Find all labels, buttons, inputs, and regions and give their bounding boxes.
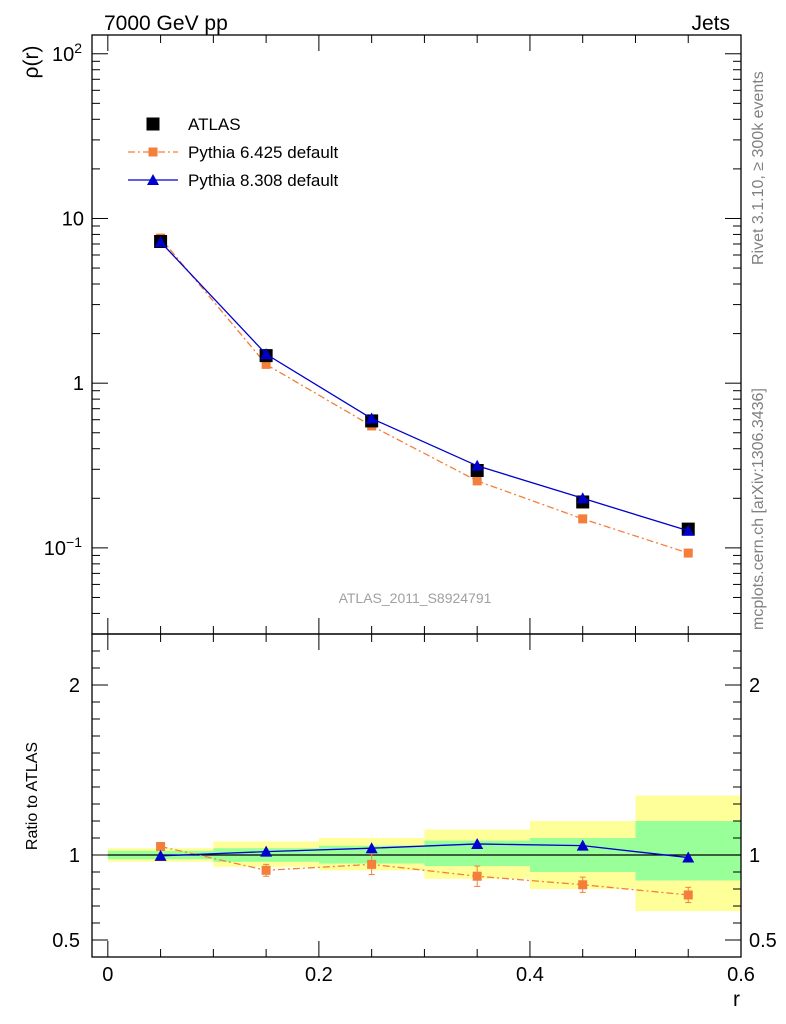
data-point-pythia6: [261, 865, 271, 875]
ratio-y-axis-label: Ratio to ATLAS: [24, 742, 41, 850]
y-tick-label: 102: [52, 40, 82, 66]
header-right: Jets: [691, 12, 730, 35]
ratio-line-pythia8: [160, 843, 689, 859]
x-tick-label: 0: [102, 964, 113, 986]
ratio-y-tick-label: 1: [69, 845, 80, 867]
data-point-pythia6: [367, 859, 377, 869]
y-tick-label: 10−1: [44, 534, 82, 560]
data-point-pythia8: [260, 845, 273, 857]
x-axis-label: r: [733, 988, 740, 1011]
ratio-line-pythia6: [160, 845, 689, 896]
data-point-pythia8: [365, 842, 378, 854]
watermark: ATLAS_2011_S8924791: [339, 590, 492, 606]
x-tick-label: 0.2: [305, 964, 333, 986]
tick-base: 10: [44, 538, 66, 560]
data-point-pythia8: [260, 348, 273, 360]
data-point-pythia6: [578, 880, 588, 890]
legend-label: Pythia 8.308 default: [188, 171, 339, 190]
ratio-y-tick-label-right: 1: [749, 845, 760, 867]
rivet-label: Rivet 3.1.10, ≥ 300k events: [750, 71, 767, 265]
data-point-pythia8: [154, 235, 167, 247]
tick-exponent: 2: [74, 40, 82, 56]
data-point-pythia6: [261, 359, 271, 369]
ratio-y-tick-label-right: 0.5: [749, 930, 777, 952]
tick-exponent: −1: [66, 534, 82, 550]
data-point-pythia6: [148, 147, 158, 157]
mcplots-label: mcplots.cern.ch [arXiv:1306.3436]: [750, 388, 767, 630]
data-point-pythia8: [147, 174, 159, 185]
data-point-pythia8: [682, 851, 695, 863]
ratio-frame: [91, 633, 742, 958]
uncertainty-band-green: [635, 821, 741, 881]
data-point-pythia6: [683, 890, 693, 900]
ratio-y-tick-label: 2: [69, 675, 80, 697]
data-point-pythia6: [472, 476, 482, 486]
data-point-pythia8: [154, 849, 167, 861]
ratio-y-tick-label-right: 2: [749, 675, 760, 697]
data-point-pythia8: [471, 459, 484, 471]
y-axis-label: ρ(r): [20, 46, 43, 79]
data-point-pythia8: [682, 524, 695, 536]
data-point-pythia6: [683, 548, 693, 558]
data-point-pythia6: [472, 871, 482, 881]
ratio-y-tick-label: 0.5: [52, 930, 80, 952]
data-point-pythia6: [156, 842, 166, 851]
ratio-panel: 0.5 0.5 1 1 2 2 0 0.2 0.4 0.6r Ratio to ATLAS: [24, 633, 777, 1011]
data-point-pythia8: [471, 837, 484, 849]
data-point-atlas: [146, 117, 160, 131]
legend-label: Pythia 6.425 default: [188, 143, 339, 162]
x-tick-label: 0.6: [727, 964, 755, 986]
y-tick-label: 10: [62, 208, 84, 230]
series-line-pythia6: [160, 237, 689, 554]
data-point-pythia8: [576, 492, 589, 504]
x-tick-label: 0.4: [516, 964, 544, 986]
tick-base: 10: [52, 44, 74, 66]
legend-label: ATLAS: [188, 115, 241, 134]
data-point-pythia6: [578, 514, 588, 524]
series-line-pythia8: [160, 241, 689, 532]
y-tick-label: 1: [73, 373, 84, 395]
data-point-pythia8: [576, 839, 589, 851]
data-point-pythia8: [365, 412, 378, 424]
header-left: 7000 GeV pp: [104, 12, 228, 35]
